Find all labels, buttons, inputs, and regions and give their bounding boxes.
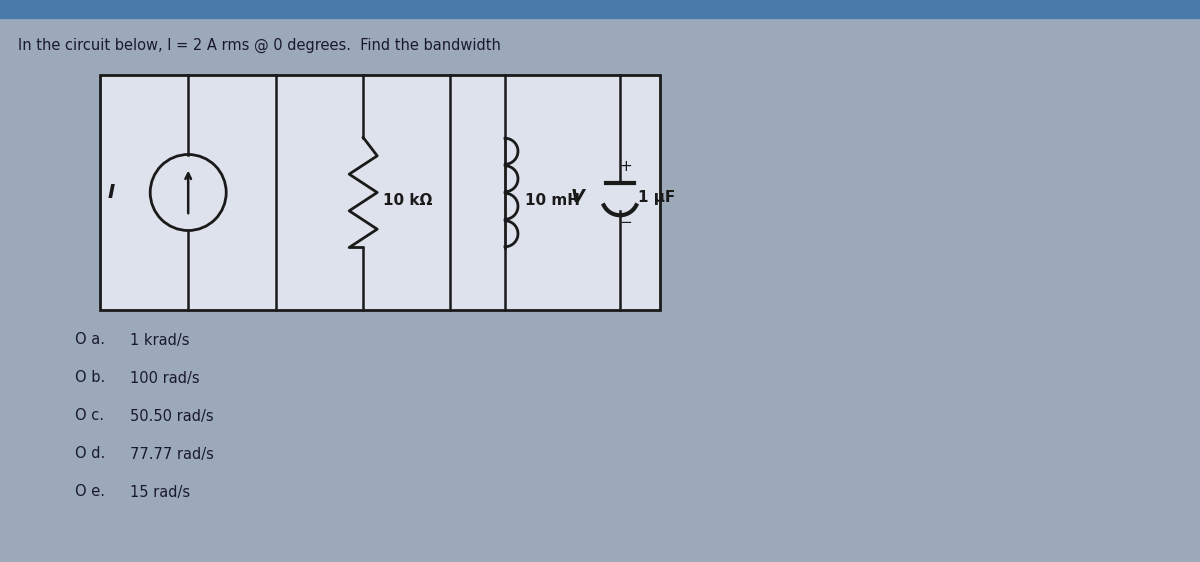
Text: O c.: O c. (74, 409, 104, 424)
Bar (0, 0, 1200, 18)
Text: 1 krad/s: 1 krad/s (130, 333, 190, 347)
Text: In the circuit below, I = 2 A rms @ 0 degrees.  Find the bandwidth: In the circuit below, I = 2 A rms @ 0 de… (18, 38, 500, 53)
Text: 15 rad/s: 15 rad/s (130, 484, 190, 500)
Text: O e.: O e. (74, 484, 106, 500)
Text: V: V (571, 188, 584, 206)
Bar (100, 75, 660, 310)
Text: 50.50 rad/s: 50.50 rad/s (130, 409, 214, 424)
Text: I: I (108, 183, 115, 202)
Text: 10 mH: 10 mH (526, 193, 580, 208)
Text: −: − (619, 215, 632, 230)
Text: 77.77 rad/s: 77.77 rad/s (130, 446, 214, 461)
Text: 10 kΩ: 10 kΩ (383, 193, 432, 208)
Text: +: + (619, 159, 632, 174)
Text: O b.: O b. (74, 370, 106, 386)
Text: 100 rad/s: 100 rad/s (130, 370, 199, 386)
Text: O a.: O a. (74, 333, 106, 347)
Text: O d.: O d. (74, 446, 106, 461)
Text: 1 μF: 1 μF (638, 190, 676, 205)
